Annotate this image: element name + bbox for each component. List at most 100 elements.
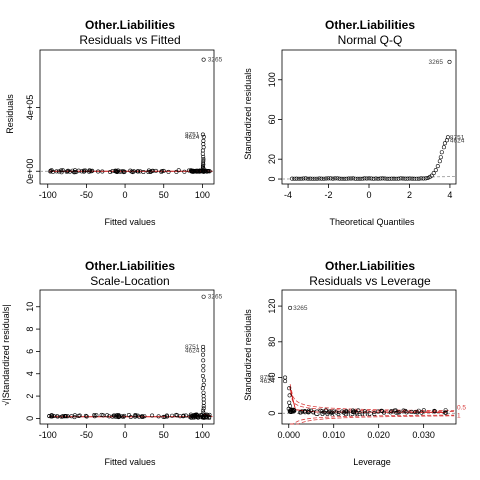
data-point — [83, 413, 88, 418]
data-point — [350, 408, 355, 413]
data-point — [287, 386, 292, 391]
outlier-label: 8751 — [185, 132, 200, 139]
data-point — [140, 414, 145, 419]
data-point — [108, 170, 113, 175]
data-point — [201, 157, 206, 162]
data-point — [380, 409, 385, 414]
data-point — [283, 375, 288, 380]
data-point — [322, 410, 327, 415]
data-point — [382, 176, 387, 181]
data-point — [150, 413, 155, 418]
panel-residuals-vs-leverage: Other.Liabilities Residuals vs Leverage … — [243, 259, 466, 467]
data-point — [182, 169, 187, 174]
data-point — [200, 151, 205, 156]
data-point — [423, 176, 428, 181]
cooks-level-label: 0.5 — [457, 405, 466, 412]
data-point — [100, 169, 105, 174]
data-point — [178, 414, 183, 419]
data-point — [201, 159, 206, 164]
data-point — [412, 176, 417, 181]
data-point — [321, 176, 326, 181]
data-point — [296, 176, 301, 181]
data-point — [326, 176, 331, 181]
data-point — [414, 176, 419, 181]
data-point — [291, 407, 296, 412]
cooks-level-label: 1 — [457, 413, 461, 420]
data-point — [115, 169, 120, 174]
data-point — [421, 176, 426, 181]
data-point — [439, 150, 444, 155]
x-tick-label: 100 — [195, 430, 210, 440]
data-point — [425, 176, 430, 181]
data-point — [290, 176, 295, 181]
data-point — [429, 173, 434, 178]
data-point — [353, 176, 358, 181]
y-tick-label: 40 — [267, 373, 277, 383]
data-point — [369, 176, 374, 181]
data-point — [441, 145, 446, 150]
outlier-label: 3265 — [293, 305, 308, 312]
outlier-label: 4624 — [450, 137, 465, 144]
data-point — [334, 410, 339, 415]
data-point — [346, 176, 351, 181]
data-point — [66, 168, 71, 173]
panel2-xlabel: Theoretical Quantiles — [329, 217, 415, 227]
data-point — [159, 169, 164, 174]
data-point — [344, 409, 349, 414]
panel4-subtitle: Residuals vs Leverage — [309, 274, 431, 288]
data-point — [59, 168, 64, 173]
cooks-curve-05-upper — [289, 392, 455, 412]
data-point — [200, 132, 205, 137]
data-point — [287, 393, 292, 398]
data-point — [96, 169, 101, 174]
data-point — [320, 409, 325, 414]
outlier-label: 4624 — [185, 134, 200, 141]
data-point — [373, 176, 378, 181]
data-point — [292, 176, 297, 181]
data-point — [201, 404, 206, 409]
data-point — [385, 176, 390, 181]
x-tick-label: 0 — [366, 190, 371, 200]
x-tick-label: 0 — [123, 430, 128, 440]
data-point — [201, 368, 206, 373]
data-point — [283, 379, 288, 384]
data-point — [89, 169, 94, 174]
outlier-label: 4624 — [260, 378, 275, 385]
data-point — [65, 414, 70, 419]
data-point — [387, 176, 392, 181]
data-point — [201, 134, 206, 139]
data-point — [207, 414, 212, 419]
data-point — [314, 176, 319, 181]
data-point — [175, 413, 180, 418]
data-point — [328, 176, 333, 181]
data-point — [195, 413, 200, 418]
data-point — [329, 410, 334, 415]
data-point — [306, 409, 311, 414]
panel2-title: Other.Liabilities — [325, 18, 415, 32]
data-point — [128, 168, 133, 173]
y-tick-label: 0e+00 — [25, 159, 35, 184]
data-point — [200, 386, 205, 391]
data-point — [62, 414, 67, 419]
data-point — [397, 410, 402, 415]
data-point — [161, 414, 166, 419]
data-point — [416, 408, 421, 413]
y-tick-label: 120 — [267, 299, 277, 314]
data-point — [51, 413, 56, 418]
data-point — [201, 358, 206, 363]
data-point — [319, 176, 324, 181]
data-point — [438, 155, 443, 160]
data-point — [201, 142, 206, 147]
data-point — [308, 176, 313, 181]
data-point — [56, 169, 61, 174]
data-point — [442, 141, 447, 146]
data-point — [76, 413, 81, 418]
data-point — [207, 169, 212, 174]
data-point — [119, 169, 124, 174]
data-point — [404, 410, 409, 415]
data-point — [201, 378, 206, 383]
data-point — [201, 348, 206, 353]
data-point — [333, 176, 338, 181]
data-point — [83, 168, 88, 173]
data-point — [443, 408, 448, 413]
